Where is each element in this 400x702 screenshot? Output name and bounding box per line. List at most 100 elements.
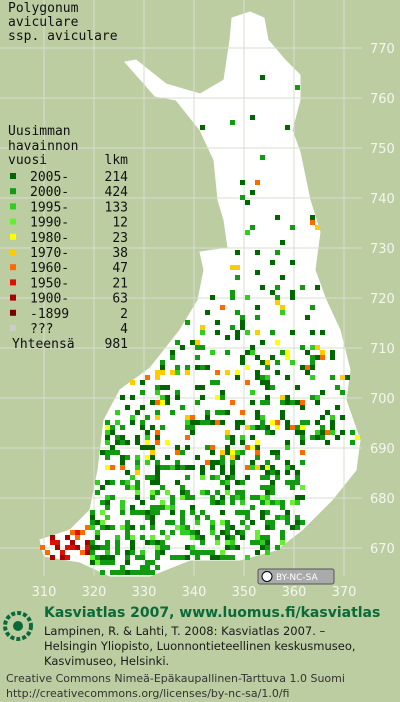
occurrence-dot — [255, 305, 260, 310]
occurrence-dot — [135, 410, 140, 415]
occurrence-dot — [250, 435, 255, 440]
occurrence-dot — [230, 265, 235, 270]
occurrence-dot — [290, 425, 295, 430]
occurrence-dot — [170, 350, 175, 355]
occurrence-dot — [225, 490, 230, 495]
occurrence-dot — [155, 550, 160, 555]
occurrence-dot — [150, 560, 155, 565]
occurrence-dot — [155, 480, 160, 485]
occurrence-dot — [295, 495, 300, 500]
occurrence-dot — [90, 510, 95, 515]
occurrence-dot — [130, 540, 135, 545]
occurrence-dot — [265, 490, 270, 495]
occurrence-dot — [165, 520, 170, 525]
occurrence-dot — [90, 545, 95, 550]
occurrence-dot — [330, 420, 335, 425]
occurrence-dot — [185, 435, 190, 440]
occurrence-dot — [110, 570, 115, 575]
occurrence-dot — [150, 570, 155, 575]
occurrence-dot — [185, 365, 190, 370]
occurrence-dot — [160, 360, 165, 365]
occurrence-dot — [230, 450, 235, 455]
occurrence-dot — [160, 540, 165, 545]
occurrence-dot — [285, 355, 290, 360]
occurrence-dot — [330, 375, 335, 380]
occurrence-dot — [235, 330, 240, 335]
occurrence-dot — [280, 540, 285, 545]
occurrence-dot — [315, 285, 320, 290]
occurrence-dot — [270, 385, 275, 390]
legend-swatch — [10, 218, 16, 225]
occurrence-dot — [175, 365, 180, 370]
occurrence-dot — [140, 550, 145, 555]
occurrence-dot — [200, 470, 205, 475]
occurrence-dot — [135, 510, 140, 515]
occurrence-dot — [45, 550, 50, 555]
legend-swatch — [10, 279, 16, 286]
occurrence-dot — [245, 445, 250, 450]
occurrence-dot — [115, 545, 120, 550]
occurrence-dot — [290, 360, 295, 365]
occurrence-dot — [205, 310, 210, 315]
occurrence-dot — [265, 375, 270, 380]
occurrence-dot — [265, 465, 270, 470]
occurrence-dot — [190, 535, 195, 540]
occurrence-dot — [215, 410, 220, 415]
occurrence-dot — [280, 515, 285, 520]
occurrence-dot — [180, 345, 185, 350]
occurrence-dot — [155, 370, 160, 375]
occurrence-dot — [135, 435, 140, 440]
occurrence-dot — [175, 525, 180, 530]
occurrence-dot — [190, 415, 195, 420]
occurrence-dot — [180, 485, 185, 490]
occurrence-dot — [120, 440, 125, 445]
occurrence-dot — [135, 455, 140, 460]
occurrence-dot — [90, 520, 95, 525]
occurrence-dot — [120, 435, 125, 440]
occurrence-dot — [220, 550, 225, 555]
occurrence-dot — [160, 395, 165, 400]
occurrence-dot — [280, 410, 285, 415]
occurrence-dot — [215, 460, 220, 465]
occurrence-dot — [145, 460, 150, 465]
occurrence-dot — [90, 550, 95, 555]
occurrence-dot — [220, 465, 225, 470]
occurrence-dot — [155, 435, 160, 440]
occurrence-dot — [145, 415, 150, 420]
occurrence-dot — [210, 350, 215, 355]
occurrence-dot — [280, 530, 285, 535]
occurrence-dot — [270, 470, 275, 475]
occurrence-dot — [130, 570, 135, 575]
occurrence-dot — [115, 540, 120, 545]
occurrence-dot — [235, 455, 240, 460]
occurrence-dot — [165, 455, 170, 460]
occurrence-dot — [50, 540, 55, 545]
occurrence-dot — [170, 530, 175, 535]
occurrence-dot — [260, 465, 265, 470]
license-line: Creative Commons Nimeä-Epäkaupallinen-Ta… — [6, 672, 345, 685]
occurrence-dot — [295, 500, 300, 505]
occurrence-dot — [85, 550, 90, 555]
occurrence-dot — [225, 540, 230, 545]
occurrence-dot — [115, 570, 120, 575]
occurrence-dot — [220, 520, 225, 525]
occurrence-dot — [285, 445, 290, 450]
occurrence-dot — [270, 465, 275, 470]
occurrence-dot — [155, 385, 160, 390]
occurrence-dot — [210, 550, 215, 555]
citation-line: Helsingin Yliopisto, Luonnontieteellinen… — [44, 639, 356, 653]
occurrence-dot — [155, 490, 160, 495]
occurrence-dot — [40, 545, 45, 550]
occurrence-dot — [230, 545, 235, 550]
occurrence-dot — [245, 330, 250, 335]
occurrence-dot — [280, 535, 285, 540]
occurrence-dot — [210, 500, 215, 505]
occurrence-dot — [125, 555, 130, 560]
occurrence-dot — [320, 330, 325, 335]
occurrence-dot — [245, 230, 250, 235]
occurrence-dot — [310, 215, 315, 220]
occurrence-dot — [145, 440, 150, 445]
occurrence-dot — [180, 530, 185, 535]
legend-label: 1960- — [30, 261, 69, 276]
occurrence-dot — [245, 200, 250, 205]
